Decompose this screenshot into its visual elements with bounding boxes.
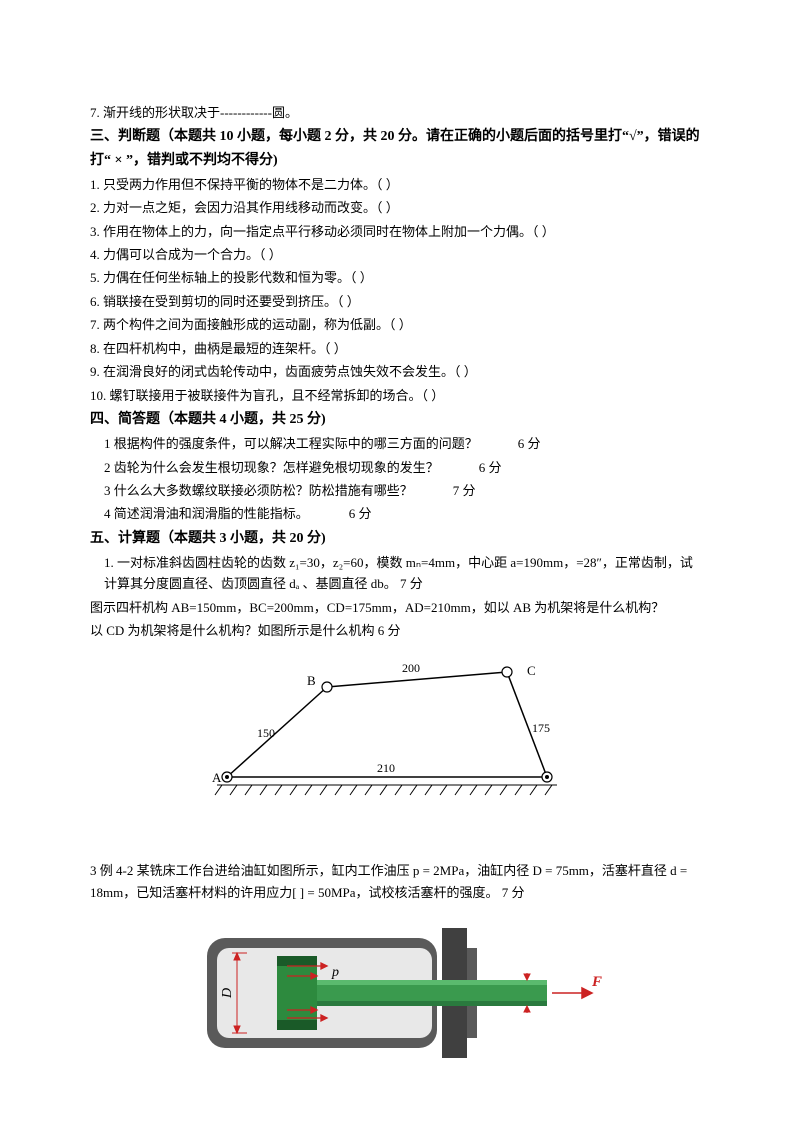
label-C: C xyxy=(527,663,536,678)
s4-item-1-score: 6 分 xyxy=(518,433,541,454)
label-B: B xyxy=(307,673,316,688)
cylinder-diagram: p D F xyxy=(90,918,703,1074)
s3-item-3: 3. 作用在物体上的力，向一指定点平行移动必须同时在物体上附加一个力偶。（ ） xyxy=(90,221,703,242)
s3-item-10: 10. 螺钉联接用于被联接件为盲孔，且不经常拆卸的场合。（ ） xyxy=(90,385,703,406)
s4-item-3: 3 什么么大多数螺纹联接必须防松？防松措施有哪些？ 7 分 xyxy=(90,480,703,501)
label-BC: 200 xyxy=(402,661,420,675)
section4-title: 四、简答题（本题共 4 小题，共 25 分) xyxy=(90,408,703,431)
label-F: F xyxy=(591,974,602,990)
s4-item-2-score: 6 分 xyxy=(479,457,502,478)
label-CD: 175 xyxy=(532,721,550,735)
s4-item-3-score: 7 分 xyxy=(453,480,476,501)
s4-item-4-score: 6 分 xyxy=(349,503,372,524)
s5-q2b: 以 CD 为机架将是什么机构？如图所示是什么机构 6 分 xyxy=(90,620,703,641)
s4-item-4: 4 简述润滑油和润滑脂的性能指标。 6 分 xyxy=(90,503,703,524)
label-D: D xyxy=(220,988,235,999)
label-AD: 210 xyxy=(377,761,395,775)
s5-q1: 1. 一对标准斜齿圆柱齿轮的齿数 z₁=30，z₂=60，模数 mₙ=4mm，中… xyxy=(90,552,703,595)
s3-item-2: 2. 力对一点之矩，会因力沿其作用线移动而改变。（ ） xyxy=(90,197,703,218)
fill-blank-q7: 7. 渐开线的形状取决于------------圆。 xyxy=(90,102,703,123)
s3-item-7: 7. 两个构件之间为面接触形成的运动副，称为低副。（ ） xyxy=(90,314,703,335)
s3-item-8: 8. 在四杆机构中，曲柄是最短的连架杆。（ ） xyxy=(90,338,703,359)
label-p: p xyxy=(331,965,339,980)
four-bar-diagram: A B C 150 200 175 210 xyxy=(90,657,703,823)
s3-item-9: 9. 在润滑良好的闭式齿轮传动中，齿面疲劳点蚀失效不会发生。（ ） xyxy=(90,361,703,382)
s3-item-1: 1. 只受两力作用但不保持平衡的物体不是二力体。（ ） xyxy=(90,174,703,195)
s3-item-5: 5. 力偶在任何坐标轴上的投影代数和恒为零。（ ） xyxy=(90,267,703,288)
s4-item-1: 1 根据构件的强度条件，可以解决工程实际中的哪三方面的问题？ 6 分 xyxy=(90,433,703,454)
s5-q3: 3 例 4-2 某铣床工作台进给油缸如图所示，缸内工作油压 p = 2MPa，油… xyxy=(90,860,703,903)
section5-title: 五、计算题（本题共 3 小题，共 20 分) xyxy=(90,527,703,550)
s4-item-1-text: 1 根据构件的强度条件，可以解决工程实际中的哪三方面的问题？ xyxy=(104,436,478,451)
s3-item-6: 6. 销联接在受到剪切的同时还要受到挤压。（ ） xyxy=(90,291,703,312)
s5-q2a: 图示四杆机构 AB=150mm，BC=200mm，CD=175mm，AD=210… xyxy=(90,597,703,618)
s3-item-4: 4. 力偶可以合成为一个合力。（ ） xyxy=(90,244,703,265)
s4-item-3-text: 3 什么么大多数螺纹联接必须防松？防松措施有哪些？ xyxy=(104,483,413,498)
s4-item-2-text: 2 齿轮为什么会发生根切现象？怎样避免根切现象的发生？ xyxy=(104,460,439,475)
label-A: A xyxy=(212,770,222,785)
s4-item-4-text: 4 简述润滑油和润滑脂的性能指标。 xyxy=(104,506,309,521)
label-AB: 150 xyxy=(257,726,275,740)
s4-item-2: 2 齿轮为什么会发生根切现象？怎样避免根切现象的发生？ 6 分 xyxy=(90,457,703,478)
section3-title: 三、判断题（本题共 10 小题，每小题 2 分，共 20 分。请在正确的小题后面… xyxy=(90,125,703,171)
